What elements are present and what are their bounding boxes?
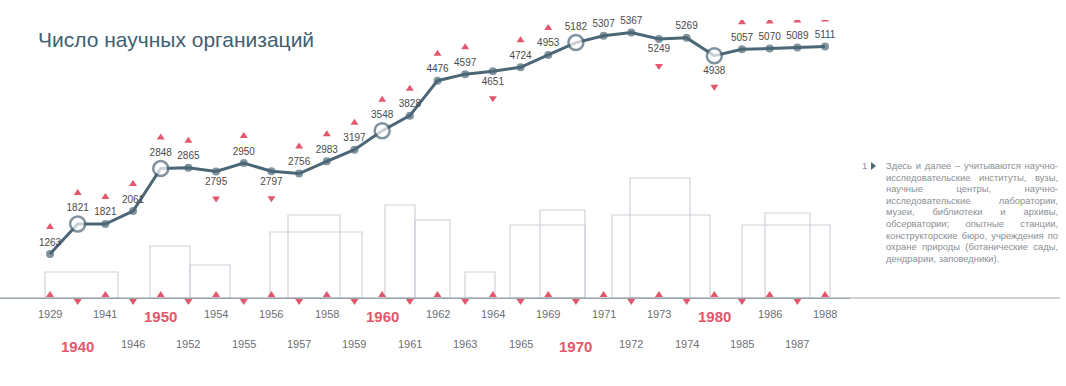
svg-text:1950: 1950 bbox=[144, 308, 177, 325]
svg-text:1961: 1961 bbox=[398, 338, 422, 350]
svg-text:5269: 5269 bbox=[676, 20, 699, 31]
svg-text:1988: 1988 bbox=[813, 308, 837, 320]
svg-text:2848: 2848 bbox=[150, 147, 173, 158]
svg-text:1970: 1970 bbox=[559, 338, 592, 355]
html-text:Здесь и далее – учитываются на: Здесь и далее – учитываются научно-иссле… bbox=[886, 160, 1058, 264]
svg-text:1986: 1986 bbox=[758, 308, 782, 320]
html-text:1: 1 bbox=[862, 160, 868, 171]
svg-text:4597: 4597 bbox=[454, 57, 477, 68]
svg-text:2950: 2950 bbox=[233, 146, 256, 157]
svg-text:2865: 2865 bbox=[177, 150, 200, 161]
svg-text:1987: 1987 bbox=[785, 338, 809, 350]
svg-text:1929: 1929 bbox=[38, 308, 62, 320]
svg-text:2983: 2983 bbox=[316, 144, 339, 155]
svg-text:1821: 1821 bbox=[94, 206, 117, 217]
svg-text:1965: 1965 bbox=[509, 338, 533, 350]
svg-text:5182: 5182 bbox=[565, 21, 588, 32]
svg-text:Число научных организаций: Число научных организаций bbox=[38, 28, 314, 51]
svg-text:1952: 1952 bbox=[176, 338, 200, 350]
svg-text:2061: 2061 bbox=[122, 194, 145, 205]
svg-text:1955: 1955 bbox=[232, 338, 256, 350]
svg-text:1960: 1960 bbox=[366, 308, 399, 325]
svg-text:5089: 5089 bbox=[786, 30, 809, 41]
svg-text:1821: 1821 bbox=[67, 202, 90, 213]
svg-text:4724: 4724 bbox=[509, 50, 532, 61]
svg-text:1964: 1964 bbox=[481, 308, 505, 320]
svg-text:5367: 5367 bbox=[620, 15, 643, 26]
svg-text:5111: 5111 bbox=[815, 29, 836, 40]
svg-text:1971: 1971 bbox=[592, 308, 616, 320]
svg-text:3197: 3197 bbox=[343, 132, 366, 143]
svg-text:1985: 1985 bbox=[730, 338, 754, 350]
svg-text:3828: 3828 bbox=[399, 98, 422, 109]
svg-text:1959: 1959 bbox=[342, 338, 366, 350]
svg-text:2797: 2797 bbox=[260, 176, 283, 187]
svg-text:5249: 5249 bbox=[648, 43, 671, 54]
svg-text:2756: 2756 bbox=[288, 156, 311, 167]
svg-text:1263: 1263 bbox=[39, 237, 62, 248]
svg-text:4938: 4938 bbox=[703, 65, 726, 76]
svg-text:5070: 5070 bbox=[759, 31, 782, 42]
svg-text:5307: 5307 bbox=[592, 18, 615, 29]
svg-text:5057: 5057 bbox=[731, 32, 754, 43]
svg-text:1969: 1969 bbox=[536, 308, 560, 320]
svg-text:1954: 1954 bbox=[204, 308, 228, 320]
svg-text:4476: 4476 bbox=[426, 63, 449, 74]
svg-text:1958: 1958 bbox=[315, 308, 339, 320]
svg-text:1941: 1941 bbox=[93, 308, 117, 320]
svg-text:1963: 1963 bbox=[453, 338, 477, 350]
svg-text:1962: 1962 bbox=[426, 308, 450, 320]
svg-text:2795: 2795 bbox=[205, 176, 228, 187]
svg-text:1946: 1946 bbox=[121, 338, 145, 350]
svg-text:1940: 1940 bbox=[61, 338, 94, 355]
svg-text:1974: 1974 bbox=[675, 338, 699, 350]
svg-text:1957: 1957 bbox=[287, 338, 311, 350]
svg-text:1956: 1956 bbox=[259, 308, 283, 320]
svg-text:1972: 1972 bbox=[619, 338, 643, 350]
svg-text:4953: 4953 bbox=[537, 37, 560, 48]
svg-text:1980: 1980 bbox=[698, 308, 731, 325]
svg-text:4651: 4651 bbox=[482, 76, 505, 87]
svg-text:1973: 1973 bbox=[647, 308, 671, 320]
svg-text:3548: 3548 bbox=[371, 109, 394, 120]
